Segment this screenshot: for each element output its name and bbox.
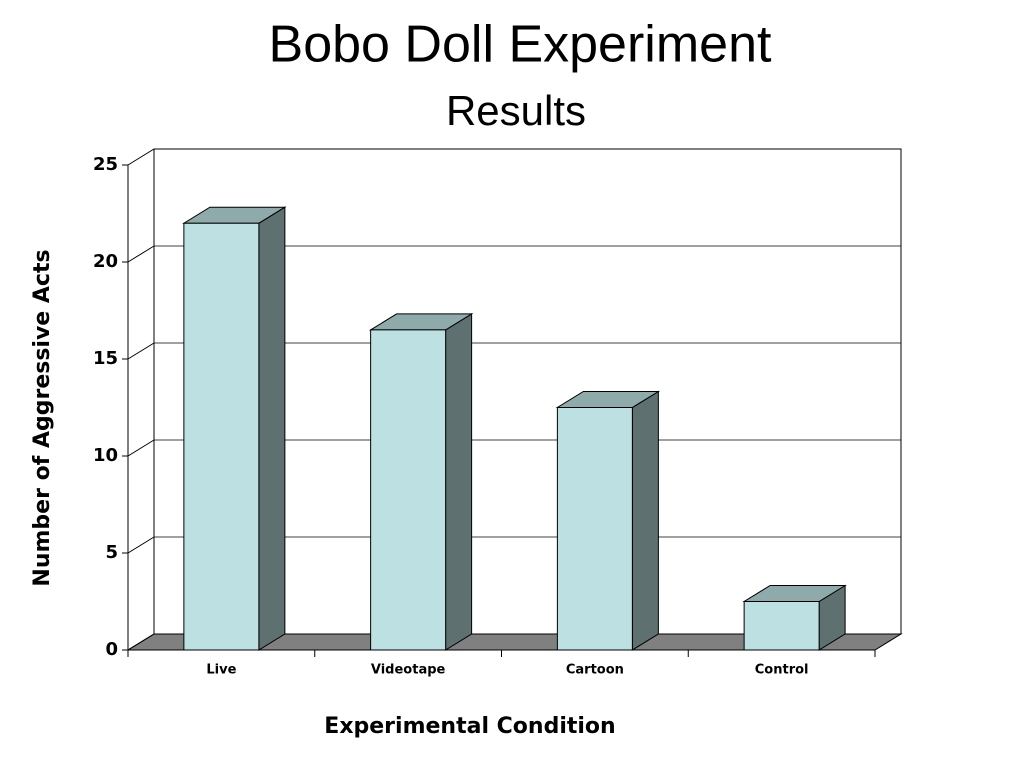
y-tick-depth bbox=[127, 536, 155, 554]
y-tick-label: 15 bbox=[93, 348, 118, 369]
bar bbox=[742, 584, 847, 651]
chart-title: Bobo Doll Experiment bbox=[269, 16, 772, 74]
x-tick-label: Control bbox=[755, 663, 809, 678]
x-tick-label: Videotape bbox=[371, 663, 446, 678]
y-tick-depth bbox=[127, 633, 155, 651]
y-tick-depth bbox=[127, 148, 155, 166]
x-tick-label: Cartoon bbox=[566, 663, 624, 678]
y-tick-label: 20 bbox=[93, 251, 118, 272]
bar-front bbox=[370, 329, 447, 651]
y-tick-label: 25 bbox=[93, 154, 118, 175]
bar-front bbox=[743, 601, 820, 651]
chart-subtitle: Results bbox=[446, 87, 586, 134]
y-tick-depth bbox=[127, 439, 155, 457]
x-axis-label: Experimental Condition bbox=[324, 714, 615, 739]
y-tick-depth bbox=[127, 342, 155, 360]
bar bbox=[368, 313, 474, 651]
y-tick-label: 10 bbox=[93, 445, 118, 466]
y-tick-label: 5 bbox=[105, 542, 118, 563]
bar-side bbox=[445, 313, 473, 651]
y-axis-label: Number of Aggressive Acts bbox=[30, 249, 55, 586]
bar-side bbox=[631, 390, 659, 651]
bar bbox=[182, 206, 287, 651]
bar bbox=[555, 390, 661, 651]
y-tick-depth bbox=[127, 245, 155, 263]
bar-front bbox=[183, 222, 260, 651]
bar-front bbox=[556, 407, 633, 651]
bar-side bbox=[258, 206, 286, 651]
y-tick-label: 0 bbox=[105, 639, 118, 660]
x-tick-label: Live bbox=[206, 663, 236, 678]
